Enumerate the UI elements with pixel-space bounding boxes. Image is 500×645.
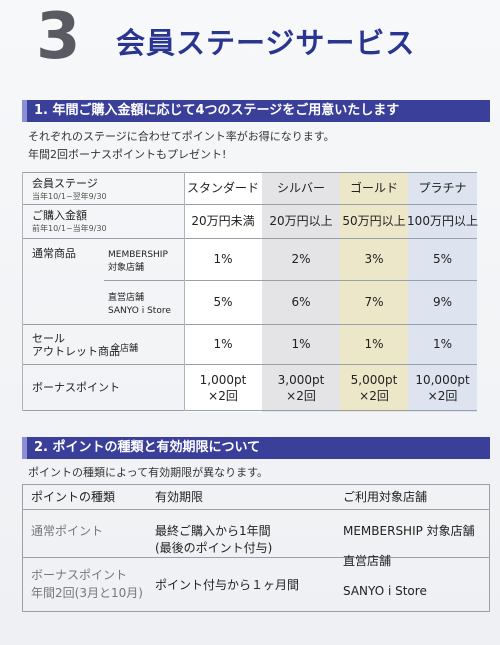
rule [22,172,477,173]
bonus-times-standard: ×2回 [208,389,238,403]
stage-row-label: 会員ステージ 当年10/1~翌年9/30 [32,177,107,203]
rate-member-standard: 1% [213,252,233,266]
all-stores-label: 全店舗 [111,344,139,354]
sale-label-2: アウトレット商品 [32,345,120,358]
store-1: MEMBERSHIP 対象店舗 [343,524,475,538]
col-bg-gold [340,172,408,412]
section2-intro: ポイントの種類によって有効期限が異なります。 [28,466,269,479]
sale-label: セール アウトレット商品 [32,332,120,358]
membership-label-2: 対象店舗 [108,263,145,273]
chapter-number: 3 [36,0,81,74]
direct-store-label: 直営店舗 SANYO i Store [108,292,171,318]
section2-heading: 2. ポイントの種類と有効期限について [22,437,490,459]
bonus-times-silver: ×2回 [286,389,316,403]
amount-row-label: ご購入金額 前年10/1~当年9/30 [32,209,107,235]
rate-direct-gold: 7% [364,295,384,309]
rate-direct-silver: 6% [291,295,311,309]
bonus-type-2: 年間2回(3月と10月) [31,586,143,600]
bonus-times-platinum: ×2回 [427,389,458,403]
section1-intro-2: 年間2回ボーナスポイントもプレゼント! [28,148,227,161]
bonus-pt-silver: 3,000pt [277,373,325,387]
bonus-period: ポイント付与から１ヶ月間 [155,578,300,592]
rule [23,557,489,558]
membership-label: MEMBERSHIP 対象店舗 [108,249,168,275]
store-3: SANYO i Store [343,584,427,598]
bonus-gold: 5,000pt ×2回 [340,366,408,410]
amount-gold: 50万円以上 [342,214,406,228]
col-type-header: ポイントの種類 [31,490,116,504]
amount-platinum: 100万円以上 [407,214,478,228]
bonus-pt-standard: 1,000pt [199,373,247,387]
store-2: 直営店舗 [343,554,392,568]
membership-label-1: MEMBERSHIP [108,250,168,260]
rate-sale-standard: 1% [213,337,233,351]
rate-member-silver: 2% [291,252,311,266]
bonus-platinum: 10,000pt ×2回 [408,366,477,410]
bonus-pt-gold: 5,000pt [350,373,398,387]
rate-direct-platinum: 9% [432,295,453,309]
normal-goods-label: 通常商品 [32,247,76,260]
bonus-point-label: ボーナスポイント [32,381,120,394]
bonus-pt-platinum: 10,000pt [415,373,470,387]
section1-intro-1: それぞれのステージに合わせてポイント率がお得になります。 [28,130,335,143]
col-bg-platinum [408,172,477,412]
amount-period: 前年10/1~当年9/30 [32,224,107,233]
rule [22,204,477,205]
sale-label-1: セール [32,332,65,345]
normal-period-1: 最終ご購入から1年間 [155,524,271,538]
bonus-silver: 3,000pt ×2回 [262,366,340,410]
rate-sale-platinum: 1% [432,337,453,351]
page-title: 会員ステージサービス [116,26,416,60]
bonus-times-gold: ×2回 [359,389,389,403]
rule [22,172,23,411]
rate-member-gold: 3% [364,252,384,266]
normal-point-type: 通常ポイント [31,524,104,538]
col-stores-header: ご利用対象店舗 [343,490,428,504]
point-type-table: ポイントの種類 有効期限 ご利用対象店舗 通常ポイント 最終ご購入から1年間 (… [22,484,490,612]
rule [23,509,489,510]
stage-name-gold: ゴールド [349,181,398,195]
col-bg-silver [262,172,340,412]
direct-label-2: SANYO i Store [108,306,171,316]
col-period-header: 有効期限 [155,490,204,504]
normal-period-2: (最後のポイント付与) [155,541,273,555]
stage-label: 会員ステージ [32,177,98,190]
stage-table: 会員ステージ 当年10/1~翌年9/30 ご購入金額 前年10/1~当年9/30… [22,172,478,412]
section1-heading: 1. 年間ご購入金額に応じて4つのステージをご用意いたします [22,100,490,122]
stage-name-platinum: プラチナ [418,181,467,195]
col-bg-standard [184,172,262,412]
rate-sale-gold: 1% [364,337,384,351]
stage-name-silver: シルバー [276,181,325,195]
rate-member-platinum: 5% [432,252,453,266]
rule [22,364,477,365]
rule [22,238,477,239]
rule [22,410,477,411]
rule [104,280,477,281]
page-header: 3 会員ステージサービス [20,2,490,78]
bonus-type-1: ボーナスポイント [31,568,128,582]
amount-standard: 20万円未満 [191,214,255,228]
stage-name-standard: スタンダード [186,181,259,195]
amount-silver: 20万円以上 [269,214,333,228]
amount-label: ご購入金額 [32,209,87,222]
stage-period: 当年10/1~翌年9/30 [32,192,107,201]
direct-label-1: 直営店舗 [108,293,145,303]
bonus-standard: 1,000pt ×2回 [184,366,262,410]
rate-sale-silver: 1% [291,337,311,351]
rule [22,324,477,325]
rule [184,172,185,411]
rate-direct-standard: 5% [213,295,233,309]
